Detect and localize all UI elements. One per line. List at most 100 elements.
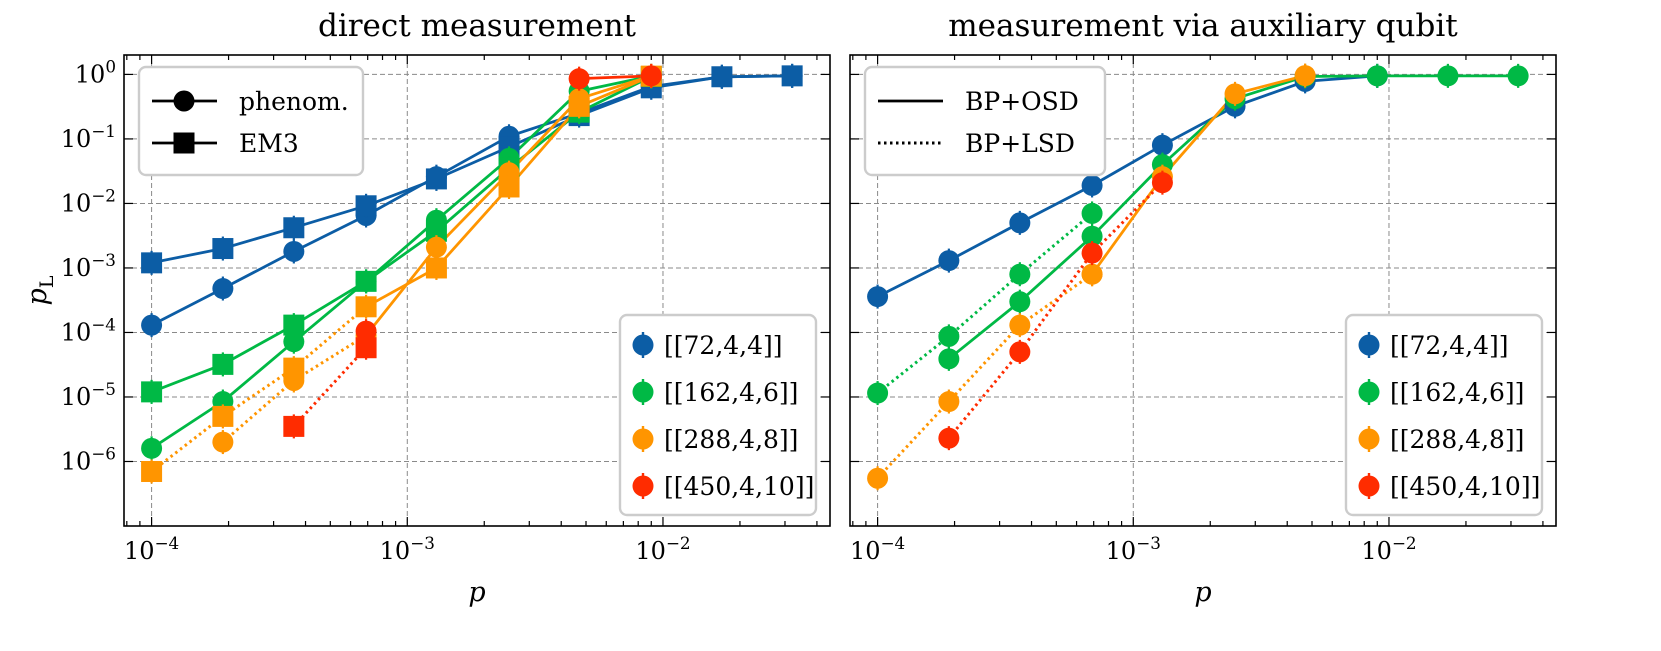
legend-label: [[288,4,8]] [664, 425, 798, 454]
legend-style: phenom. EM3 [137, 65, 365, 177]
x-axis-label: p [468, 577, 485, 608]
legend-label: [[450,4,10]] [1390, 472, 1540, 501]
legend-label: BP+LSD [965, 129, 1075, 158]
data-point [1009, 263, 1031, 285]
data-point [425, 236, 447, 258]
x-tick-label: 10−3 [380, 533, 435, 565]
series-line [1090, 74, 1306, 276]
legend-label: EM3 [239, 129, 299, 158]
data-point [640, 65, 662, 87]
data-point [867, 286, 889, 308]
legend-codes: [[72,4,4]] [[162,4,6]] [[288,4,8]] [[450,4,… [618, 313, 818, 517]
data-point [1437, 65, 1459, 87]
data-point [212, 431, 234, 453]
data-point [711, 66, 733, 88]
data-point [425, 168, 447, 190]
series-line [579, 74, 652, 80]
legend-marker [632, 334, 654, 356]
data-point [938, 348, 960, 370]
data-point [212, 405, 234, 427]
data-point [283, 415, 305, 437]
data-point [141, 314, 163, 336]
data-point [1366, 65, 1388, 87]
data-point [283, 357, 305, 379]
legend-marker [1358, 334, 1380, 356]
data-point [355, 296, 377, 318]
series-line [947, 181, 1164, 440]
y-tick-label: 10−5 [61, 379, 116, 411]
chart-title: direct measurement [318, 8, 637, 44]
data-point [355, 195, 377, 217]
legend-marker [1358, 381, 1380, 403]
legend-label: [[72,4,4]] [1390, 331, 1509, 360]
series-line [876, 212, 1094, 395]
data-point [938, 391, 960, 413]
data-point [568, 68, 590, 90]
data-point [1081, 202, 1103, 224]
x-tick-label: 10−2 [1361, 533, 1416, 565]
data-point [355, 337, 377, 359]
data-point [1081, 174, 1103, 196]
series-line [292, 346, 368, 428]
data-point [938, 325, 960, 347]
series-line [876, 74, 1378, 298]
data-point [568, 95, 590, 117]
data-point [212, 353, 234, 375]
legend-box [863, 65, 1107, 177]
x-tick-label: 10−2 [635, 533, 690, 565]
series-lines [150, 74, 793, 473]
data-point [1081, 263, 1103, 285]
data-point [212, 278, 234, 300]
series-line [221, 334, 367, 444]
legend-label: phenom. [239, 87, 349, 116]
data-point [1009, 212, 1031, 234]
data-point [283, 240, 305, 262]
data-point [141, 460, 163, 482]
legend-label: [[162,4,6]] [664, 378, 798, 407]
series-line [150, 74, 652, 450]
legend-box [1344, 313, 1544, 517]
data-point [1224, 83, 1246, 105]
legend-marker [173, 90, 195, 112]
data-point [355, 270, 377, 292]
x-tick-label: 10−3 [1106, 533, 1161, 565]
data-point [283, 331, 305, 353]
axes-frame [849, 54, 1557, 527]
data-point [355, 320, 377, 342]
legend-marker [1358, 428, 1380, 450]
data-point [938, 250, 960, 272]
data-point [1009, 314, 1031, 336]
legend-marker [173, 132, 195, 154]
legend-codes: [[72,4,4]] [[162,4,6]] [[288,4,8]] [[450,4,… [1344, 313, 1544, 517]
data-point [938, 427, 960, 449]
legend-marker [1358, 475, 1380, 497]
data-point [1151, 134, 1173, 156]
panel-auxiliary-qubit: 10−4 10−3 10−2 measurement via auxiliary qu… [849, 8, 1557, 608]
data-point [283, 217, 305, 239]
y-tick-label: 10−3 [61, 250, 116, 282]
data-point [283, 314, 305, 336]
data-point [1294, 65, 1316, 87]
data-point [1009, 341, 1031, 363]
legend-marker [632, 381, 654, 403]
series-markers [867, 63, 1529, 491]
data-point [1151, 172, 1173, 194]
legend-label: [[450,4,10]] [664, 472, 814, 501]
data-point [425, 220, 447, 242]
data-point [141, 437, 163, 459]
legend-label: BP+OSD [965, 87, 1079, 116]
panel-direct-measurement: 10−4 10−3 10−2 10−6 10−5 10−4 10−3 10−2 10−1 100 d… [22, 8, 831, 608]
data-point [425, 257, 447, 279]
data-point [867, 382, 889, 404]
data-point [498, 176, 520, 198]
data-point [1507, 65, 1529, 87]
series-line [365, 74, 652, 337]
y-axis-label: pL [22, 275, 58, 305]
data-point [141, 252, 163, 274]
legend-box [618, 313, 818, 517]
data-point [867, 467, 889, 489]
ticks [850, 55, 1556, 526]
data-point [1081, 225, 1103, 247]
data-point [141, 381, 163, 403]
